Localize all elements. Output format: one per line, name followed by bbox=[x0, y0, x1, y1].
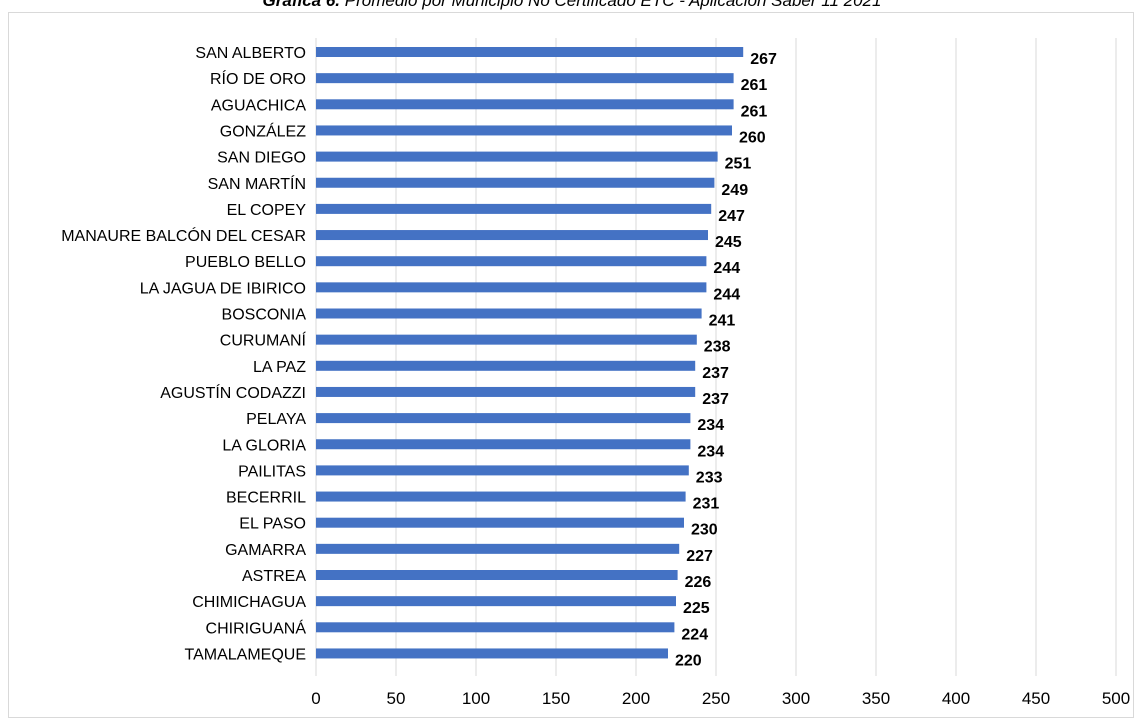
x-tick-label: 400 bbox=[942, 689, 970, 708]
bar bbox=[316, 648, 668, 659]
category-label: LA PAZ bbox=[253, 359, 306, 376]
category-label: GAMARRA bbox=[225, 542, 306, 559]
data-label: 244 bbox=[713, 260, 740, 277]
caption-text: Promedio por Municipio No Certificado ET… bbox=[340, 0, 882, 10]
data-label: 237 bbox=[702, 391, 729, 408]
bar bbox=[316, 99, 734, 110]
x-tick-label: 250 bbox=[702, 689, 730, 708]
bar bbox=[316, 596, 676, 607]
data-label: 227 bbox=[686, 548, 713, 565]
x-tick-label: 350 bbox=[862, 689, 890, 708]
labels: 0 50 100 150 200 250 300 350 400 450 500 SAN ALBERT… bbox=[61, 45, 1130, 708]
data-label: 234 bbox=[697, 417, 724, 434]
x-tick-label: 100 bbox=[462, 689, 490, 708]
data-label: 249 bbox=[721, 182, 748, 199]
category-label: PUEBLO BELLO bbox=[185, 254, 306, 271]
category-label: SAN ALBERTO bbox=[195, 45, 306, 62]
x-tick-label: 150 bbox=[542, 689, 570, 708]
category-label: BOSCONIA bbox=[222, 307, 307, 324]
x-tick-label: 450 bbox=[1022, 689, 1050, 708]
data-label: 233 bbox=[696, 469, 723, 486]
data-label: 267 bbox=[750, 51, 777, 68]
data-label: 224 bbox=[681, 626, 708, 643]
category-label: CURUMANÍ bbox=[220, 331, 307, 350]
category-label: PELAYA bbox=[246, 411, 306, 428]
bar bbox=[316, 543, 680, 554]
bar bbox=[316, 308, 702, 319]
category-label: ASTREA bbox=[242, 568, 306, 585]
data-label: 245 bbox=[715, 234, 742, 251]
bar bbox=[316, 230, 708, 241]
data-label: 261 bbox=[741, 77, 768, 94]
bars bbox=[316, 47, 744, 659]
x-tick-label: 300 bbox=[782, 689, 810, 708]
bar bbox=[316, 570, 678, 580]
bar bbox=[316, 334, 697, 345]
category-label: AGUACHICA bbox=[211, 97, 306, 114]
bar bbox=[316, 439, 691, 450]
bar bbox=[316, 465, 689, 476]
category-label: MANAURE BALCÓN DEL CESAR bbox=[61, 226, 306, 245]
data-label: 237 bbox=[702, 365, 729, 382]
x-tick-label: 0 bbox=[311, 689, 320, 708]
category-label: CHIMICHAGUA bbox=[192, 594, 306, 611]
bar bbox=[316, 491, 686, 502]
category-label: LA GLORIA bbox=[222, 437, 306, 454]
category-label: PAILITAS bbox=[238, 463, 306, 480]
x-tick-label: 50 bbox=[387, 689, 406, 708]
bar bbox=[316, 517, 684, 528]
bar bbox=[316, 622, 675, 633]
bar bbox=[316, 413, 691, 424]
data-label: 251 bbox=[725, 156, 752, 173]
data-label: 230 bbox=[691, 522, 718, 539]
category-label: LA JAGUA DE IBIRICO bbox=[140, 280, 306, 297]
data-label: 241 bbox=[709, 313, 736, 330]
gridlines bbox=[315, 38, 1117, 676]
category-label: GONZÁLEZ bbox=[220, 121, 306, 140]
data-label: 225 bbox=[683, 600, 710, 617]
category-label: TAMALAMEQUE bbox=[185, 646, 307, 663]
x-tick-label: 500 bbox=[1102, 689, 1130, 708]
bar bbox=[316, 386, 696, 397]
data-label: 261 bbox=[741, 103, 768, 120]
category-label: SAN DIEGO bbox=[217, 150, 306, 167]
data-label: 220 bbox=[675, 652, 702, 669]
category-label: CHIRIGUANÁ bbox=[206, 618, 307, 637]
data-label: 244 bbox=[713, 286, 740, 303]
category-label: BECERRIL bbox=[226, 490, 306, 507]
caption-number: Gráfica 6. bbox=[262, 0, 341, 10]
bar bbox=[316, 73, 734, 84]
category-label: EL COPEY bbox=[227, 202, 307, 219]
bar bbox=[316, 177, 715, 188]
bar bbox=[316, 360, 696, 371]
chart-caption: Gráfica 6. Promedio por Municipio No Cer… bbox=[0, 0, 1144, 11]
chart-frame bbox=[8, 12, 1134, 718]
data-label: 226 bbox=[685, 574, 712, 591]
data-label: 247 bbox=[718, 208, 745, 225]
data-label: 260 bbox=[739, 129, 766, 146]
category-label: AGUSTÍN CODAZZI bbox=[160, 383, 306, 402]
bar bbox=[316, 151, 718, 162]
bar bbox=[316, 256, 707, 267]
data-label: 238 bbox=[704, 339, 731, 356]
data-label: 231 bbox=[693, 496, 720, 513]
category-label: SAN MARTÍN bbox=[208, 174, 306, 193]
category-label: RÍO DE ORO bbox=[210, 69, 306, 88]
category-label: EL PASO bbox=[239, 516, 306, 533]
data-label: 234 bbox=[697, 443, 724, 460]
bar bbox=[316, 282, 707, 293]
x-tick-label: 200 bbox=[622, 689, 650, 708]
bar bbox=[316, 203, 712, 214]
bar bbox=[316, 47, 744, 57]
bar bbox=[316, 125, 732, 136]
